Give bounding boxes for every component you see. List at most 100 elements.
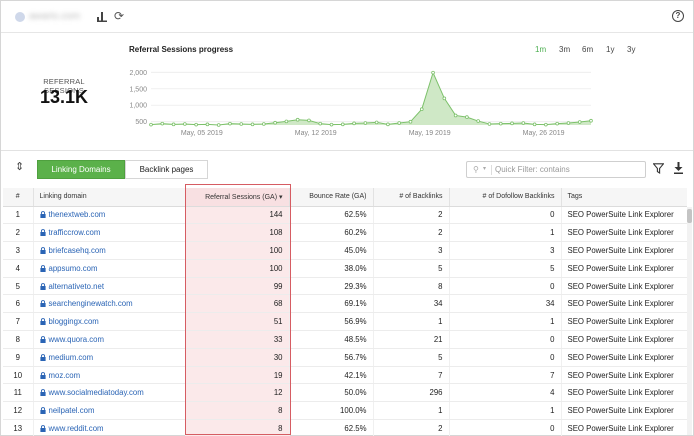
refresh-icon[interactable]: ⟳	[114, 9, 125, 23]
range-1y-button[interactable]: 1y	[606, 45, 615, 54]
data-point[interactable]	[476, 119, 480, 123]
data-point[interactable]	[532, 122, 537, 127]
table-row[interactable]: 1 thenextweb.com 144 62.5% 2 0 SEO PowerSuite …	[3, 206, 687, 225]
linking-domain-link[interactable]: searchenginewatch.com	[48, 299, 133, 309]
data-point[interactable]	[228, 121, 232, 126]
data-point[interactable]	[307, 118, 311, 123]
linking-domain-link[interactable]: www.quora.com	[48, 334, 104, 344]
expand-collapse-icon[interactable]: ⇕	[15, 161, 25, 173]
data-point[interactable]	[589, 118, 593, 123]
linking-domain-link[interactable]: medium.com	[48, 352, 94, 362]
data-point[interactable]	[442, 96, 447, 101]
linking-domain-link[interactable]: moz.com	[48, 370, 81, 380]
data-point[interactable]	[149, 122, 153, 127]
chevron-down-icon[interactable]: ▾	[483, 166, 487, 172]
column-header-referral-sessions[interactable]: Referral Sessions (GA) ▾	[185, 188, 290, 207]
referral-sessions-cell: 30	[185, 348, 290, 367]
table-row[interactable]: 6 searchenginewatch.com 68 69.1% 34 34 SEO Pow…	[3, 294, 687, 314]
table-row[interactable]: 10 moz.com 19 42.1% 7 7 SEO PowerSuite Link Ex…	[3, 366, 687, 385]
data-point[interactable]	[419, 107, 424, 111]
table-row[interactable]: 11 www.socialmediatoday.com 12 50.0% 296 4 SEO…	[3, 383, 687, 403]
data-point[interactable]	[295, 117, 300, 122]
referral-sessions-cell: 51	[185, 312, 290, 332]
data-point[interactable]	[250, 122, 255, 127]
data-point[interactable]	[329, 122, 334, 127]
column-header-bounce-rate[interactable]: Bounce Rate (GA)	[289, 188, 374, 207]
scrollbar-thumb[interactable]	[687, 209, 692, 223]
column-header-tags[interactable]: Tags	[561, 188, 687, 207]
download-icon[interactable]	[673, 162, 684, 174]
data-point[interactable]	[239, 122, 244, 126]
linking-domain-cell: trafficcrow.com	[33, 223, 186, 243]
linking-domain-link[interactable]: www.socialmediatoday.com	[48, 388, 144, 398]
linking-domain-link[interactable]: trafficcrow.com	[48, 228, 101, 238]
row-number: 13	[3, 419, 34, 436]
table-row[interactable]: 4 appsumo.com 100 38.0% 5 5 SEO PowerSuite Lin…	[3, 259, 687, 278]
range-3m-button[interactable]: 3m	[559, 45, 571, 54]
data-point[interactable]	[431, 70, 435, 75]
data-point[interactable]	[386, 122, 390, 127]
linking-domain-cell: moz.com	[33, 366, 186, 385]
table-row[interactable]: 7 bloggingx.com 51 56.9% 1 1 SEO PowerSuite Li…	[3, 312, 687, 332]
range-1m-button[interactable]: 1m	[535, 45, 547, 54]
linking-domain-link[interactable]: bloggingx.com	[48, 317, 99, 327]
range-3y-button[interactable]: 3y	[627, 45, 636, 54]
data-point[interactable]	[577, 120, 582, 124]
data-point[interactable]	[160, 121, 165, 126]
linking-domain-link[interactable]: appsumo.com	[48, 263, 98, 273]
column-header-linking-domain[interactable]: Linking domain	[33, 188, 186, 207]
data-point[interactable]	[363, 121, 368, 125]
linking-domain-link[interactable]: neilpatel.com	[48, 406, 95, 416]
data-point[interactable]	[510, 121, 514, 126]
data-point[interactable]	[262, 122, 266, 126]
data-point[interactable]	[374, 120, 379, 125]
quick-filter[interactable]: ⚲ ▾	[466, 161, 646, 178]
data-point[interactable]	[555, 121, 559, 126]
dofollow-backlinks-cell: 3	[449, 241, 562, 260]
range-6m-button[interactable]: 6m	[582, 45, 594, 54]
column-header-number[interactable]: #	[3, 188, 34, 207]
referral-sessions-cell: 8	[185, 401, 290, 421]
linking-domain-link[interactable]: thenextweb.com	[48, 210, 106, 220]
table-row[interactable]: 8 www.quora.com 33 48.5% 21 0 SEO PowerSuite L…	[3, 330, 687, 349]
linking-domain-link[interactable]: www.reddit.com	[48, 423, 104, 433]
data-point[interactable]	[194, 122, 198, 127]
data-point[interactable]	[397, 121, 402, 125]
funnel-icon[interactable]	[653, 163, 664, 174]
data-point[interactable]	[566, 121, 571, 125]
data-point[interactable]	[205, 122, 210, 127]
data-point[interactable]	[521, 121, 526, 125]
lock-icon	[39, 318, 46, 326]
chart-icon[interactable]	[97, 12, 107, 22]
table-row[interactable]: 2 trafficcrow.com 108 60.2% 2 1 SEO PowerSuite…	[3, 223, 687, 243]
data-point[interactable]	[544, 122, 548, 127]
tab-backlink-pages[interactable]: Backlink pages	[125, 160, 208, 179]
data-point[interactable]	[487, 122, 492, 126]
data-point[interactable]	[352, 121, 356, 126]
tab-linking-domains[interactable]: Linking Domains	[37, 160, 125, 179]
table-row[interactable]: 9 medium.com 30 56.7% 5 0 SEO PowerSuite Link …	[3, 348, 687, 367]
linking-domain-link[interactable]: alternativeto.net	[48, 281, 104, 291]
data-point[interactable]	[340, 122, 345, 127]
table-row[interactable]: 13 www.reddit.com 8 62.5% 2 0 SEO PowerSuite L…	[3, 419, 687, 436]
column-header-dofollow-backlinks[interactable]: # of Dofollow Backlinks	[449, 188, 562, 207]
table-scrollbar[interactable]	[687, 207, 692, 435]
data-point[interactable]	[216, 123, 221, 127]
table-row[interactable]: 5 alternativeto.net 99 29.3% 8 0 SEO PowerSuit…	[3, 277, 687, 296]
data-point[interactable]	[408, 119, 413, 124]
data-point[interactable]	[318, 121, 323, 126]
data-point[interactable]	[183, 122, 187, 126]
bounce-rate-cell: 60.2%	[289, 223, 374, 243]
column-header-backlinks[interactable]: # of Backlinks	[373, 188, 450, 207]
quick-filter-input[interactable]	[495, 163, 643, 176]
linking-domain-link[interactable]: briefcasehq.com	[48, 245, 106, 255]
data-point[interactable]	[498, 121, 503, 126]
data-point[interactable]	[273, 120, 277, 125]
data-point[interactable]	[453, 113, 458, 118]
table-row[interactable]: 12 neilpatel.com 8 100.0% 1 1 SEO PowerSuite L…	[3, 401, 687, 421]
data-point[interactable]	[465, 115, 469, 119]
data-point[interactable]	[284, 119, 289, 124]
table-row[interactable]: 3 briefcasehq.com 100 45.0% 3 3 SEO PowerSuite…	[3, 241, 687, 260]
data-point[interactable]	[171, 122, 176, 127]
help-icon[interactable]: ?	[672, 10, 684, 22]
